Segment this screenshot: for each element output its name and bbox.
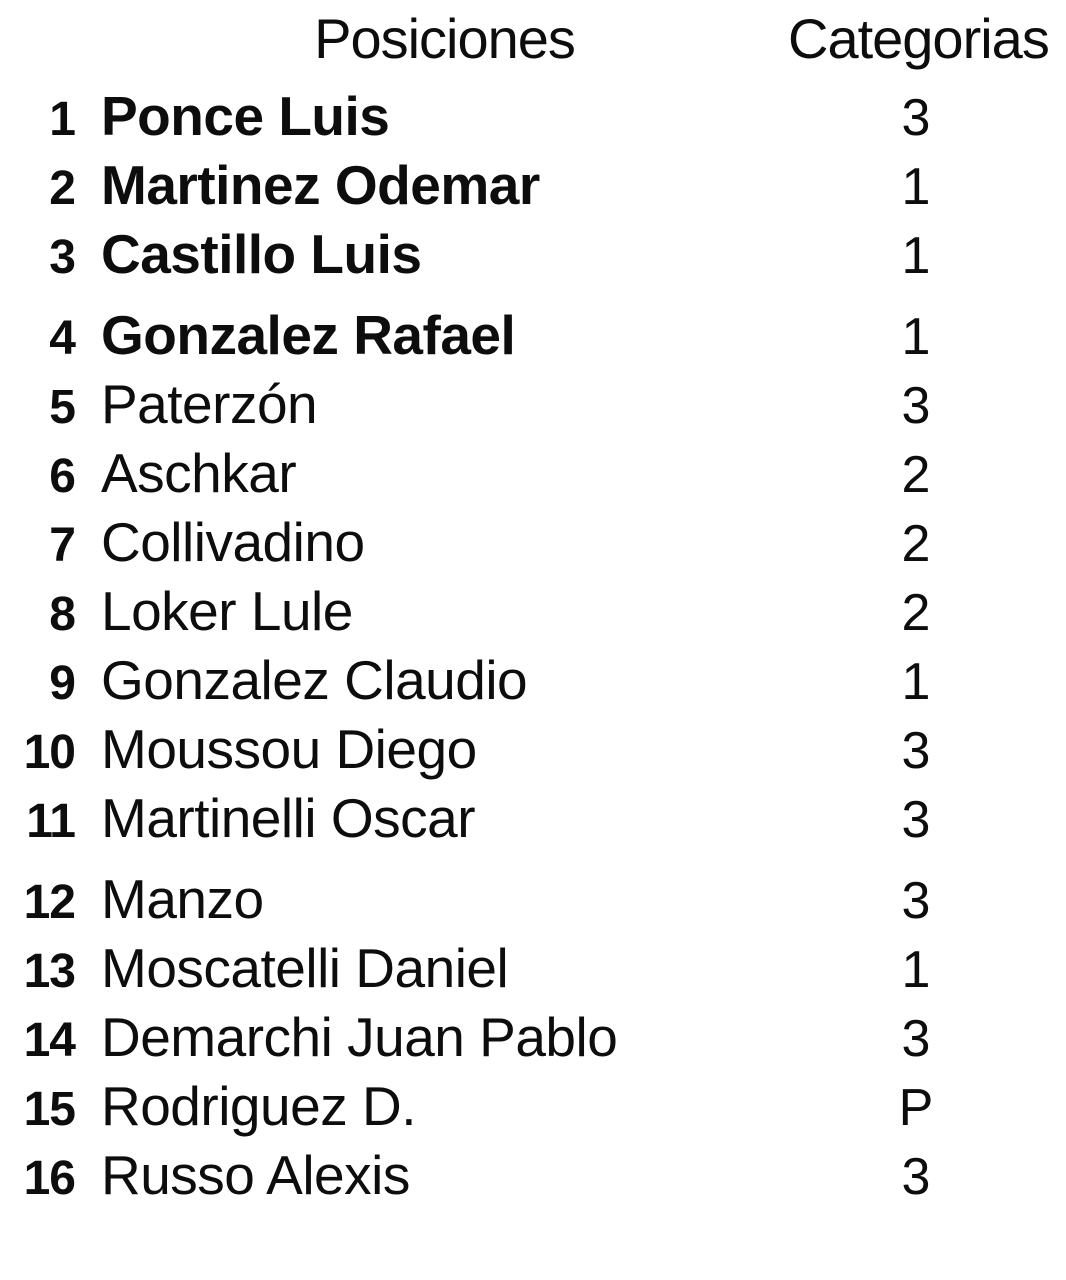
player-name: Gonzalez Rafael — [101, 304, 516, 366]
position-number: 10 — [23, 726, 76, 779]
table-header: Posiciones Categorias — [0, 4, 1066, 82]
player-name: Gonzalez Claudio — [101, 649, 528, 711]
position-number: 11 — [26, 795, 76, 848]
table-row: 2 Martinez Odemar 1 — [0, 151, 1066, 220]
player-name: Martinelli Oscar — [101, 787, 476, 849]
table-row: 8 Loker Lule 2 — [0, 577, 1066, 646]
position-number: 7 — [49, 519, 76, 572]
category-value: 3 — [901, 872, 931, 930]
player-name: Collivadino — [101, 511, 365, 573]
player-name: Martinez Odemar — [101, 154, 540, 216]
player-name: Moussou Diego — [101, 718, 477, 780]
category-value: 1 — [901, 227, 931, 285]
player-name: Ponce Luis — [101, 85, 390, 147]
category-value: 1 — [901, 653, 931, 711]
table-row: 12 Manzo 3 — [0, 865, 1066, 934]
position-number: 8 — [49, 588, 76, 641]
player-name: Loker Lule — [101, 580, 353, 642]
table-row: 6 Aschkar 2 — [0, 439, 1066, 508]
position-number: 4 — [49, 312, 76, 365]
player-name: Rodriguez D. — [101, 1075, 416, 1137]
position-number: 9 — [49, 657, 76, 710]
position-number: 16 — [23, 1152, 76, 1205]
position-number: 6 — [49, 450, 76, 503]
table-row: 11 Martinelli Oscar 3 — [0, 784, 1066, 853]
table-row: 3 Castillo Luis 1 — [0, 220, 1066, 289]
position-number: 13 — [23, 945, 76, 998]
category-value: P — [898, 1079, 934, 1137]
category-value: 2 — [901, 446, 931, 504]
category-value: 3 — [901, 791, 931, 849]
position-number: 15 — [23, 1083, 76, 1136]
table-row: 14 Demarchi Juan Pablo 3 — [0, 1003, 1066, 1072]
category-value: 1 — [901, 158, 931, 216]
table-row: 1 Ponce Luis 3 — [0, 82, 1066, 151]
categories-column-header: Categorias — [788, 7, 1050, 70]
player-name: Manzo — [101, 868, 264, 930]
table-row: 7 Collivadino 2 — [0, 508, 1066, 577]
position-number: 14 — [23, 1014, 76, 1067]
position-number: 12 — [23, 876, 76, 929]
category-value: 3 — [901, 1148, 931, 1206]
position-number: 1 — [49, 93, 76, 146]
player-name: Moscatelli Daniel — [101, 937, 509, 999]
table-row: 5 Paterzón 3 — [0, 370, 1066, 439]
player-name: Paterzón — [101, 373, 318, 435]
category-value: 3 — [901, 377, 931, 435]
category-value: 3 — [901, 722, 931, 780]
category-value: 3 — [901, 1010, 931, 1068]
position-number: 5 — [49, 381, 76, 434]
player-name: Russo Alexis — [101, 1144, 410, 1206]
category-value: 1 — [901, 308, 931, 366]
table-row: 9 Gonzalez Claudio 1 — [0, 646, 1066, 715]
category-value: 1 — [901, 941, 931, 999]
category-value: 3 — [901, 89, 931, 147]
player-name: Aschkar — [101, 442, 297, 504]
position-number: 3 — [49, 231, 76, 284]
table-row: 10 Moussou Diego 3 — [0, 715, 1066, 784]
table-row: 16 Russo Alexis 3 — [0, 1141, 1066, 1210]
player-name: Demarchi Juan Pablo — [101, 1006, 618, 1068]
table-row: 13 Moscatelli Daniel 1 — [0, 934, 1066, 1003]
table-row: 15 Rodriguez D. P — [0, 1072, 1066, 1141]
standings-rows: 1 Ponce Luis 3 2 Martinez Odemar 1 3 Cas… — [0, 82, 1066, 1210]
category-value: 2 — [901, 584, 931, 642]
positions-column-header: Posiciones — [314, 7, 576, 70]
table-row: 4 Gonzalez Rafael 1 — [0, 301, 1066, 370]
player-name: Castillo Luis — [101, 223, 422, 285]
position-number: 2 — [49, 162, 76, 215]
category-value: 2 — [901, 515, 931, 573]
